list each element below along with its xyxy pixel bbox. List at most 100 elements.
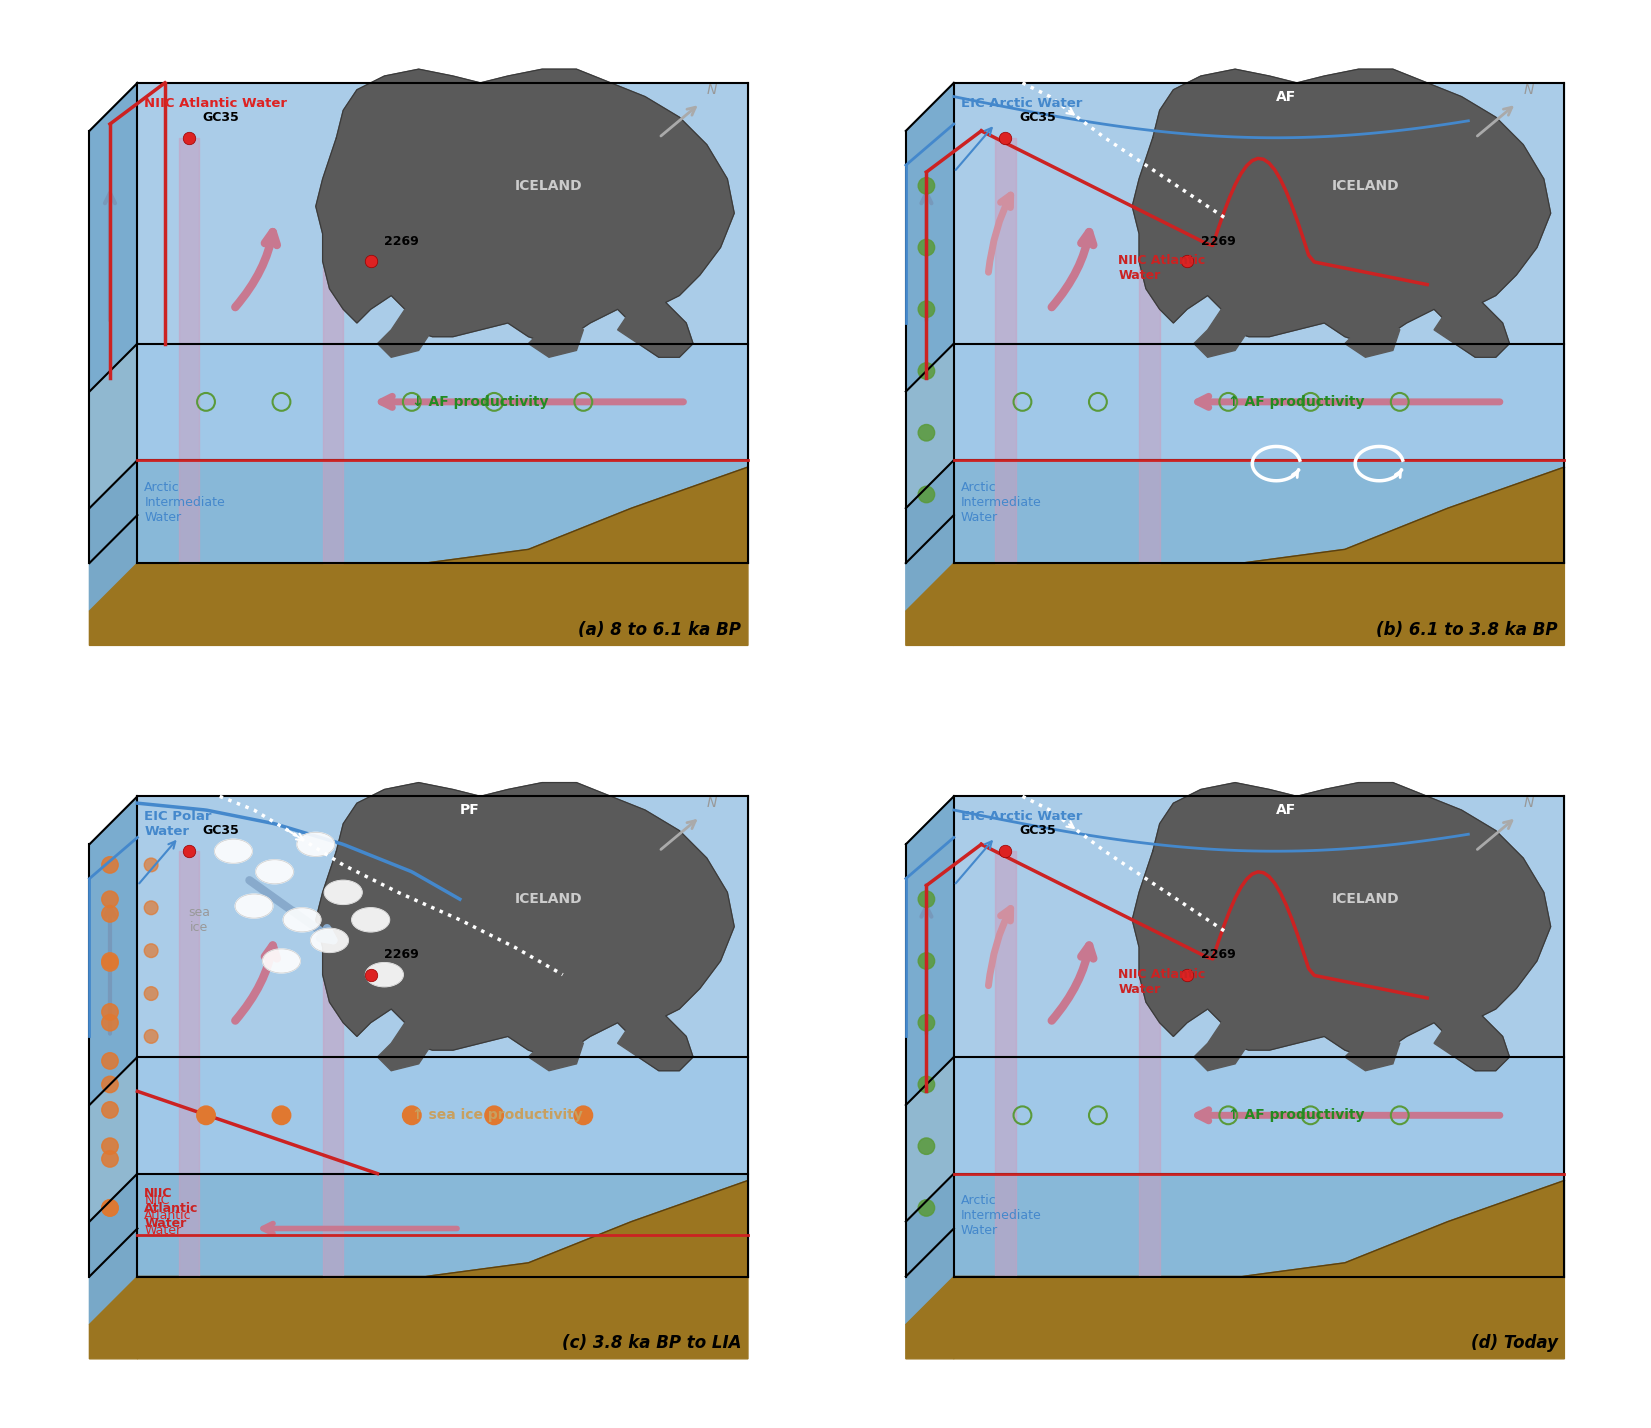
Circle shape xyxy=(144,987,158,1001)
Ellipse shape xyxy=(234,894,272,918)
Circle shape xyxy=(102,1052,119,1070)
Polygon shape xyxy=(1346,1030,1400,1071)
Text: ↑ AF productivity: ↑ AF productivity xyxy=(1228,396,1365,408)
Polygon shape xyxy=(137,1057,748,1174)
Circle shape xyxy=(144,858,158,871)
Text: (b) 6.1 to 3.8 ka BP: (b) 6.1 to 3.8 ka BP xyxy=(1375,621,1557,638)
Text: N: N xyxy=(707,795,717,810)
Circle shape xyxy=(102,1077,119,1092)
Text: ICELAND: ICELAND xyxy=(1332,178,1400,193)
Circle shape xyxy=(918,1200,934,1217)
Polygon shape xyxy=(89,83,137,563)
Polygon shape xyxy=(1346,316,1400,357)
Polygon shape xyxy=(954,1174,1565,1277)
Text: AF: AF xyxy=(1276,90,1296,104)
Polygon shape xyxy=(1435,1015,1483,1057)
Text: Arctic
Intermediate
Water: Arctic Intermediate Water xyxy=(961,1194,1042,1237)
Circle shape xyxy=(485,1107,504,1124)
Polygon shape xyxy=(954,1181,1565,1359)
Polygon shape xyxy=(137,460,748,563)
Circle shape xyxy=(102,1014,119,1031)
Circle shape xyxy=(918,301,934,317)
Polygon shape xyxy=(89,1277,137,1359)
Polygon shape xyxy=(906,1057,954,1221)
Polygon shape xyxy=(906,563,954,645)
Polygon shape xyxy=(1435,303,1483,344)
Polygon shape xyxy=(137,1174,748,1277)
Circle shape xyxy=(918,487,934,503)
Circle shape xyxy=(918,240,934,256)
Polygon shape xyxy=(906,344,954,508)
Text: NIIC
Atlantic
Water: NIIC Atlantic Water xyxy=(144,1187,198,1231)
Polygon shape xyxy=(89,1174,137,1325)
Polygon shape xyxy=(137,467,748,645)
Circle shape xyxy=(144,1030,158,1044)
Circle shape xyxy=(144,901,158,915)
Text: GC35: GC35 xyxy=(1019,824,1055,837)
Text: ↓ AF productivity: ↓ AF productivity xyxy=(411,396,548,408)
Text: (c) 3.8 ka BP to LIA: (c) 3.8 ka BP to LIA xyxy=(561,1334,741,1352)
Text: ICELAND: ICELAND xyxy=(515,178,583,193)
Ellipse shape xyxy=(310,928,348,952)
Ellipse shape xyxy=(324,880,362,904)
Text: Arctic
Intermediate
Water: Arctic Intermediate Water xyxy=(961,481,1042,524)
Polygon shape xyxy=(906,83,954,563)
Polygon shape xyxy=(378,1022,433,1071)
Text: (a) 8 to 6.1 ka BP: (a) 8 to 6.1 ka BP xyxy=(578,621,741,638)
Circle shape xyxy=(102,1101,119,1118)
Text: NIIC Atlantic
Water: NIIC Atlantic Water xyxy=(1118,968,1205,995)
Circle shape xyxy=(102,952,119,970)
Polygon shape xyxy=(906,460,954,611)
Text: ↑ AF productivity: ↑ AF productivity xyxy=(1228,1108,1365,1122)
Polygon shape xyxy=(954,467,1565,645)
Ellipse shape xyxy=(297,833,335,857)
Text: PF: PF xyxy=(461,803,479,817)
Text: N: N xyxy=(1524,795,1534,810)
Polygon shape xyxy=(617,303,665,344)
Circle shape xyxy=(403,1107,421,1124)
Polygon shape xyxy=(1133,69,1550,357)
Circle shape xyxy=(918,363,934,380)
Ellipse shape xyxy=(352,908,390,932)
Text: GC35: GC35 xyxy=(203,111,239,124)
Polygon shape xyxy=(315,69,735,357)
Text: GC35: GC35 xyxy=(203,824,239,837)
Polygon shape xyxy=(954,83,1565,344)
Text: Arctic
Intermediate
Water: Arctic Intermediate Water xyxy=(144,481,225,524)
Text: AF: AF xyxy=(1276,803,1296,817)
Text: EIC Polar
Water: EIC Polar Water xyxy=(144,810,211,838)
Polygon shape xyxy=(954,344,1565,460)
Polygon shape xyxy=(1194,310,1248,357)
Text: EIC Arctic Water: EIC Arctic Water xyxy=(961,97,1081,110)
Circle shape xyxy=(102,1200,119,1217)
Text: ICELAND: ICELAND xyxy=(515,892,583,907)
Polygon shape xyxy=(89,460,137,611)
Circle shape xyxy=(144,944,158,958)
Polygon shape xyxy=(1133,783,1550,1071)
Text: NIIC Atlantic Water: NIIC Atlantic Water xyxy=(144,97,287,110)
Circle shape xyxy=(918,952,934,970)
Text: GC35: GC35 xyxy=(1019,111,1055,124)
Circle shape xyxy=(575,1107,593,1124)
Text: NIIC Atlantic
Water: NIIC Atlantic Water xyxy=(1118,254,1205,283)
Ellipse shape xyxy=(284,908,320,932)
Polygon shape xyxy=(89,563,137,645)
Text: 2269: 2269 xyxy=(1200,234,1235,247)
Polygon shape xyxy=(89,1057,137,1221)
Polygon shape xyxy=(906,797,954,1277)
Polygon shape xyxy=(906,1174,954,1325)
Text: 2269: 2269 xyxy=(1200,948,1235,961)
Polygon shape xyxy=(137,83,748,344)
Text: NIIC
Atlantic
Water: NIIC Atlantic Water xyxy=(144,1194,192,1237)
Circle shape xyxy=(918,891,934,907)
Text: EIC Arctic Water: EIC Arctic Water xyxy=(961,810,1081,823)
Ellipse shape xyxy=(365,962,403,987)
Circle shape xyxy=(102,891,119,907)
Polygon shape xyxy=(906,1277,954,1359)
Circle shape xyxy=(918,424,934,441)
Polygon shape xyxy=(528,316,583,357)
Circle shape xyxy=(918,177,934,194)
Ellipse shape xyxy=(256,860,294,884)
Polygon shape xyxy=(1194,1022,1248,1071)
Circle shape xyxy=(102,1004,119,1020)
